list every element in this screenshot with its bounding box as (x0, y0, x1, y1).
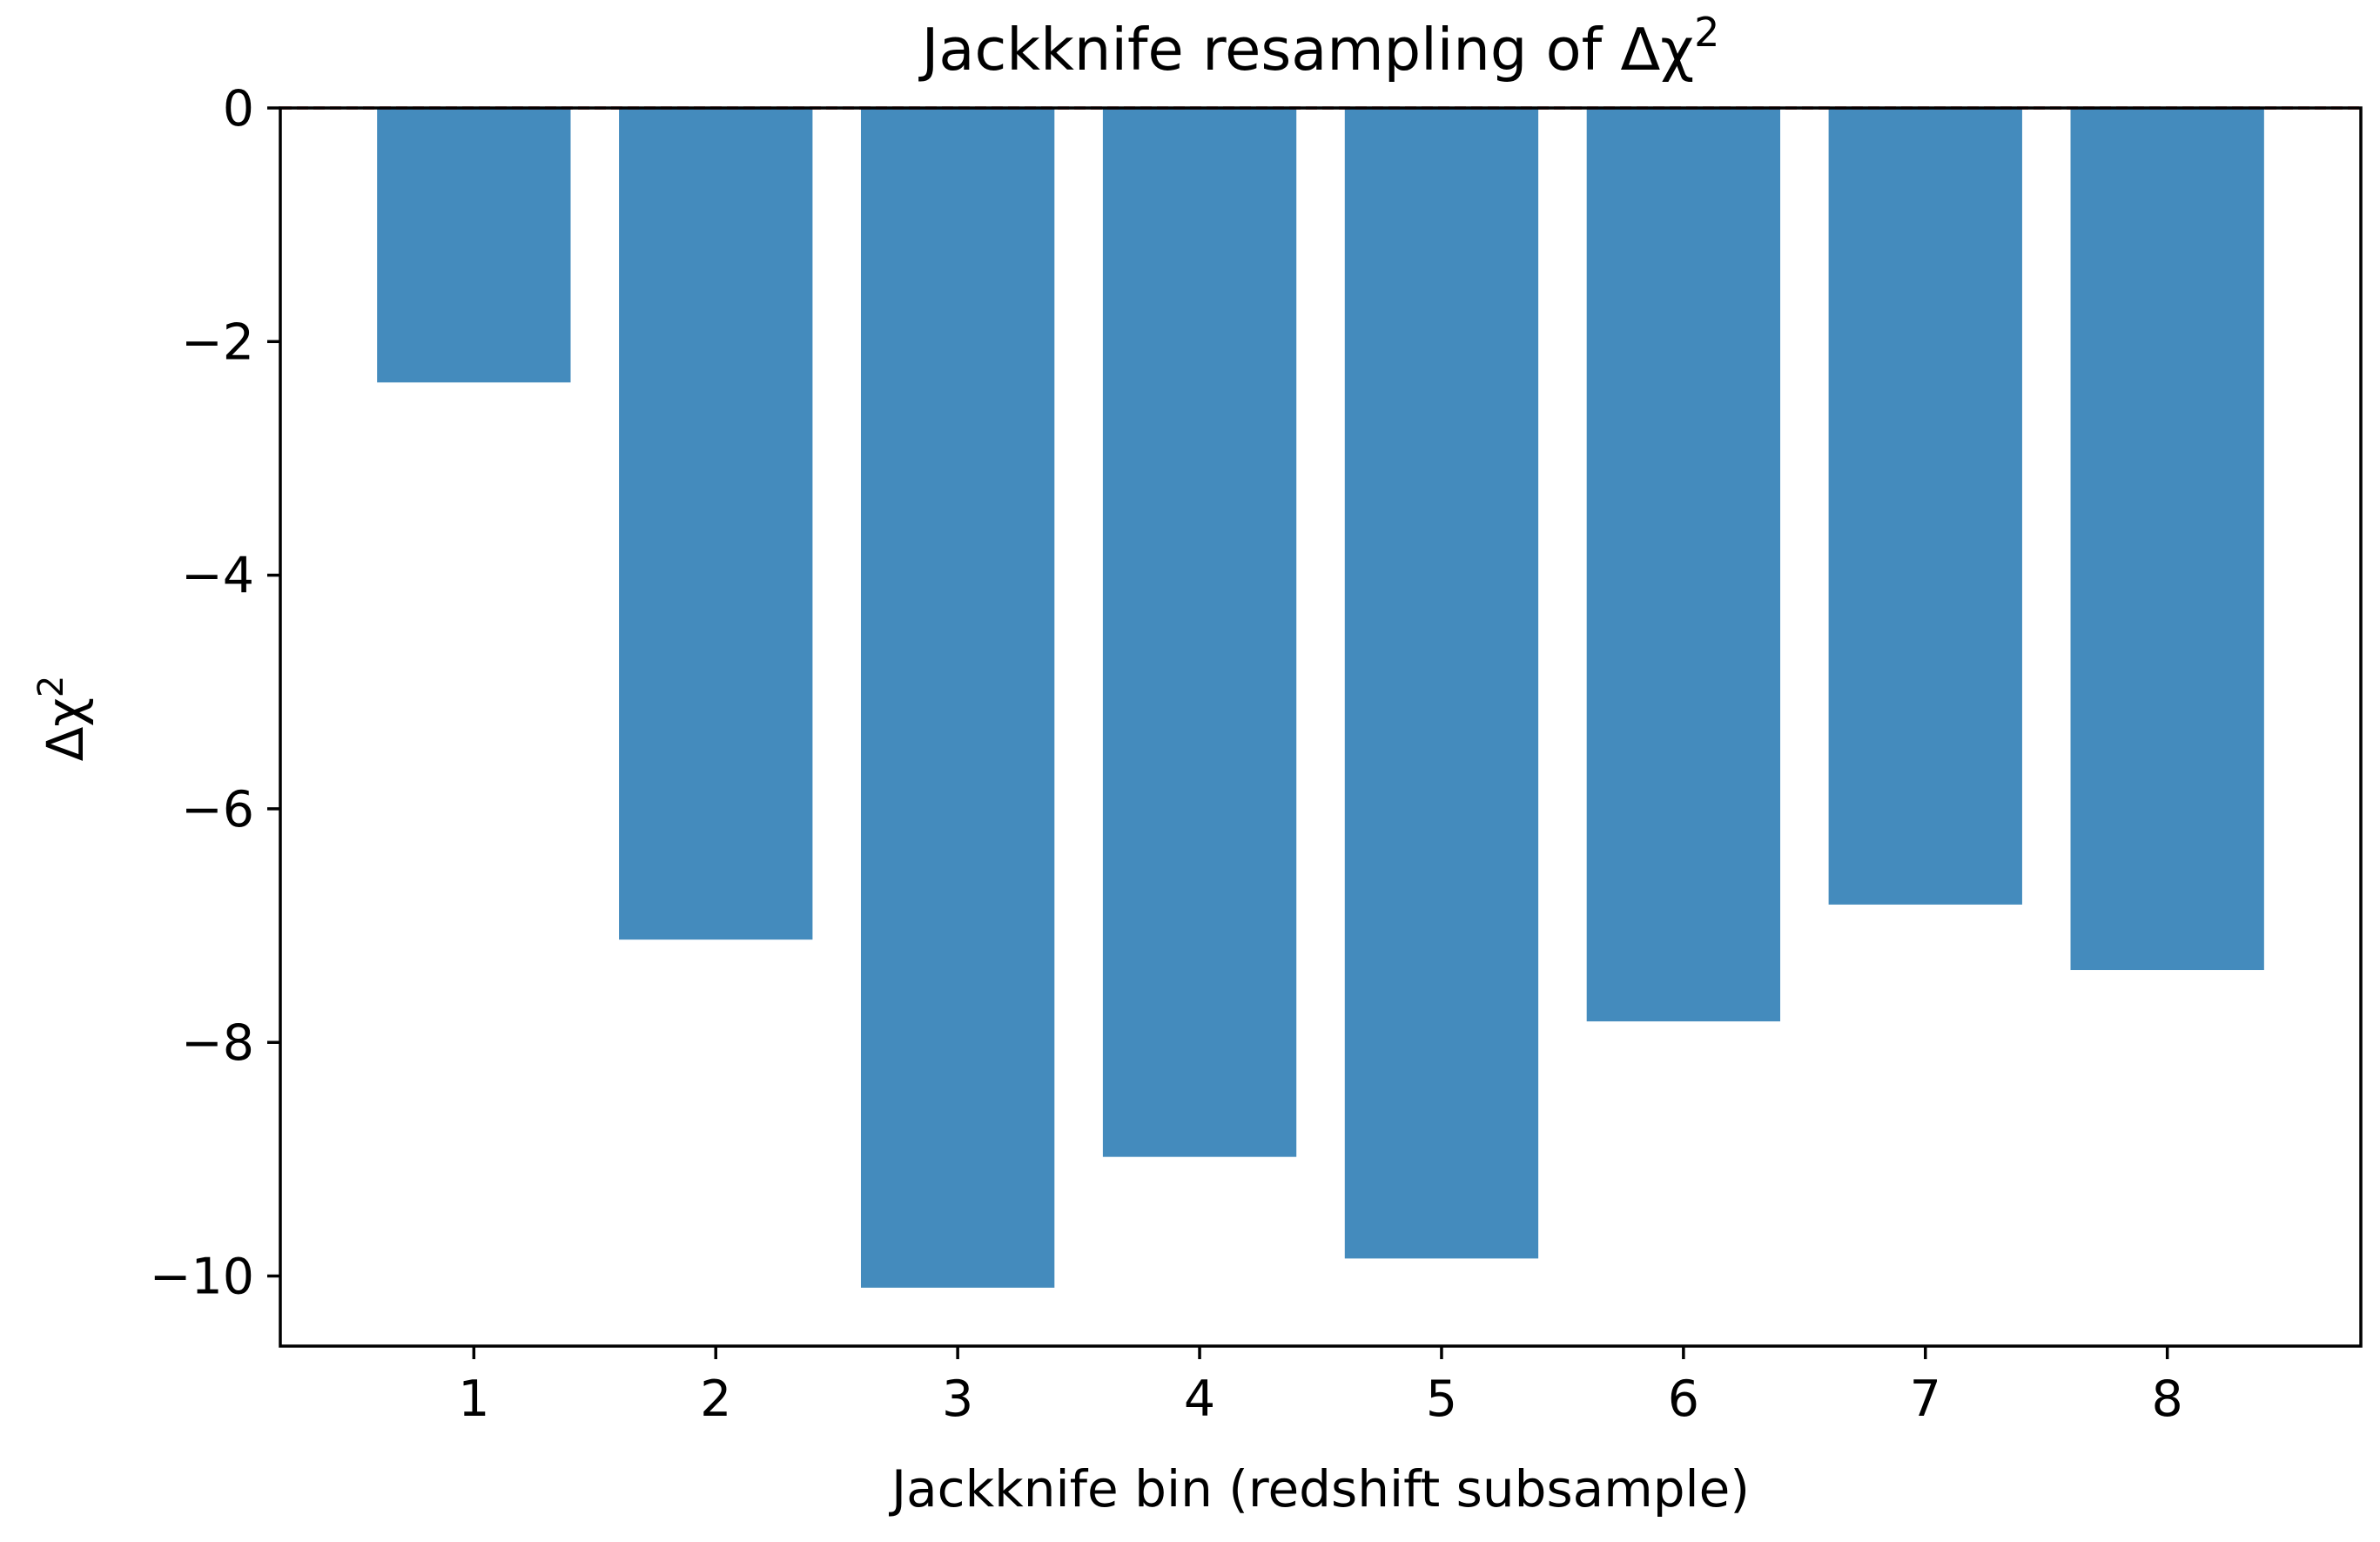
x-tick-label: 7 (1910, 1370, 1941, 1428)
bar-bin-5 (1344, 108, 1539, 1259)
x-tick-label: 8 (2152, 1370, 2183, 1428)
y-tick-label: −2 (181, 313, 254, 371)
bar-bin-2 (619, 108, 813, 940)
chart-title-superscript: 2 (1694, 9, 1719, 56)
x-tick-label: 3 (942, 1370, 973, 1428)
chart-title: Jackknife resampling of Δχ2 (918, 9, 1720, 84)
x-tick-label: 6 (1668, 1370, 1699, 1428)
y-tick-label: 0 (223, 80, 254, 138)
y-tick-label: −10 (150, 1249, 254, 1306)
x-ticks: 1 2 3 4 5 6 7 8 (458, 1346, 2183, 1428)
y-axis-label: Δχ2 (31, 676, 95, 762)
y-tick-label: −8 (181, 1014, 254, 1072)
bar-bin-4 (1102, 108, 1297, 1157)
bar-bin-7 (1828, 108, 2022, 905)
bar-bin-1 (377, 108, 571, 383)
x-tick-label: 5 (1426, 1370, 1457, 1428)
bar-bin-6 (1586, 108, 1781, 1022)
x-tick-label: 4 (1184, 1370, 1215, 1428)
x-axis-label: Jackknife bin (redshift subsample) (889, 1459, 1750, 1518)
bar-bin-3 (860, 108, 1055, 1288)
bars-layer (377, 108, 2264, 1288)
chart-title-text: Jackknife resampling of Δχ (918, 16, 1694, 84)
plot-frame (279, 106, 2363, 1348)
x-tick-label: 1 (458, 1370, 489, 1428)
bar-bin-8 (2070, 108, 2264, 971)
y-tick-label: −6 (181, 781, 254, 838)
x-tick-label: 2 (700, 1370, 731, 1428)
y-axis-label-superscript: 2 (31, 676, 71, 697)
y-ticks: 0 −2 −4 −6 −8 −10 (150, 80, 280, 1306)
y-tick-label: −4 (181, 548, 254, 605)
y-axis-label-text: Δχ (36, 697, 95, 761)
